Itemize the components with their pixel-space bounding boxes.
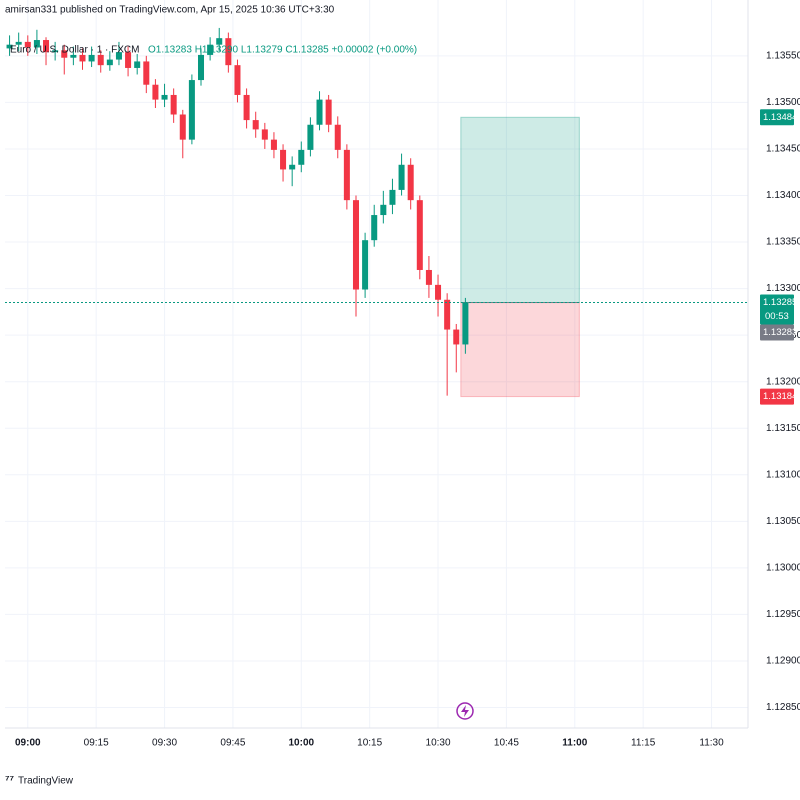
candle-body [280,149,287,170]
candle-body [453,329,460,345]
x-tick-label: 10:15 [357,738,382,749]
stop-zone [460,302,580,398]
ohlc: O1.13283 H1.13290 L1.13279 C1.13285 +0.0… [148,45,417,56]
grid [5,0,748,728]
candle-body [343,149,350,201]
candle-body [371,215,378,241]
candle-body [362,240,369,290]
candle-body [444,299,451,330]
candle-body [15,41,22,45]
candle-body [289,164,296,170]
candle-body [88,54,95,62]
candle-body [179,114,186,140]
price-label-bg [760,294,794,325]
y-tick-label: 1.13200 [766,376,800,387]
candle-body [97,54,104,66]
x-tick-label: 11:30 [699,738,724,749]
candle-body [33,40,40,48]
x-tick-label: 11:15 [631,738,656,749]
candle-body [79,54,86,62]
candle-body [225,38,232,66]
candle-body [425,269,432,285]
x-tick-label: 11:00 [562,738,587,749]
y-tick-label: 1.13100 [766,469,800,480]
y-tick-label: 1.13500 [766,97,800,108]
y-tick-label: 1.13000 [766,563,800,574]
candle-body [197,54,205,81]
y-tick-label: 1.13450 [766,144,800,155]
countdown: 00:53 [765,311,789,322]
candle-body [70,54,77,58]
candle-body [115,52,122,60]
candle-body [52,50,59,53]
candle-body [389,189,396,205]
candle-body [270,139,277,150]
y-tick-label: 1.12850 [766,702,800,713]
candle-body [216,38,223,45]
candle-body [352,200,359,290]
candle-body [325,99,332,125]
candle-body [334,124,341,150]
price-label: 1.13283 [763,327,797,338]
candle-body [61,50,68,58]
candle-body [407,164,414,201]
candle-body [298,149,305,165]
event-bolt [461,705,469,717]
x-tick-label: 09:30 [152,738,177,749]
candle-body [252,120,259,130]
price-label: 1.13484 [763,112,797,123]
candle-body [234,65,241,95]
price-label-bg [760,388,794,405]
candle-body [462,302,469,345]
candle-body [207,44,214,55]
candle-body [307,124,314,150]
candle-body [152,84,159,100]
candle-body [24,41,31,48]
x-tick-label: 10:30 [426,738,451,749]
x-tick-label: 10:45 [494,738,519,749]
y-tick-label: 1.13350 [766,237,800,248]
candle-body [398,164,405,190]
candle-body [170,94,177,115]
candle-body [416,200,423,270]
candle-body [188,80,195,140]
candle-body [125,52,132,68]
candle-body [43,40,50,53]
candle-body [161,94,168,100]
x-tick-label: 10:00 [288,738,314,749]
y-tick-label: 1.13050 [766,516,800,527]
plot [5,27,748,398]
price-label-bg [760,109,794,126]
y-tick-label: 1.13400 [766,190,800,201]
price-label-bg [760,324,794,341]
candle-body [106,59,113,66]
y-tick-label: 1.13150 [766,423,800,434]
candle-body [261,129,268,140]
price-label: 1.13285 [763,297,797,308]
candle-body [134,61,141,68]
target-zone [460,116,580,304]
brand: TradingView [18,776,74,787]
logo-mark: ⁷⁷ [5,774,15,786]
candle-body [316,99,323,125]
candle-body [243,94,250,121]
symbol: Euro / U.S. Dollar · 1 · FXCM [10,45,139,56]
x-tick-label: 09:15 [84,738,109,749]
y-tick-label: 1.12900 [766,656,800,667]
publisher: amirsan331 published on TradingView.com,… [5,5,335,16]
y-tick-label: 1.13300 [766,283,800,294]
candle-body [6,44,13,49]
candle-body [435,284,442,300]
candle-body [143,61,150,85]
candle-body [380,204,387,216]
x-tick-label: 09:45 [220,738,245,749]
event-icon[interactable] [456,702,474,720]
y-tick-label: 1.12950 [766,609,800,620]
price-label: 1.13184 [763,391,797,402]
x-tick-label: 09:00 [15,738,41,749]
y-tick-label: 1.13550 [766,50,800,61]
